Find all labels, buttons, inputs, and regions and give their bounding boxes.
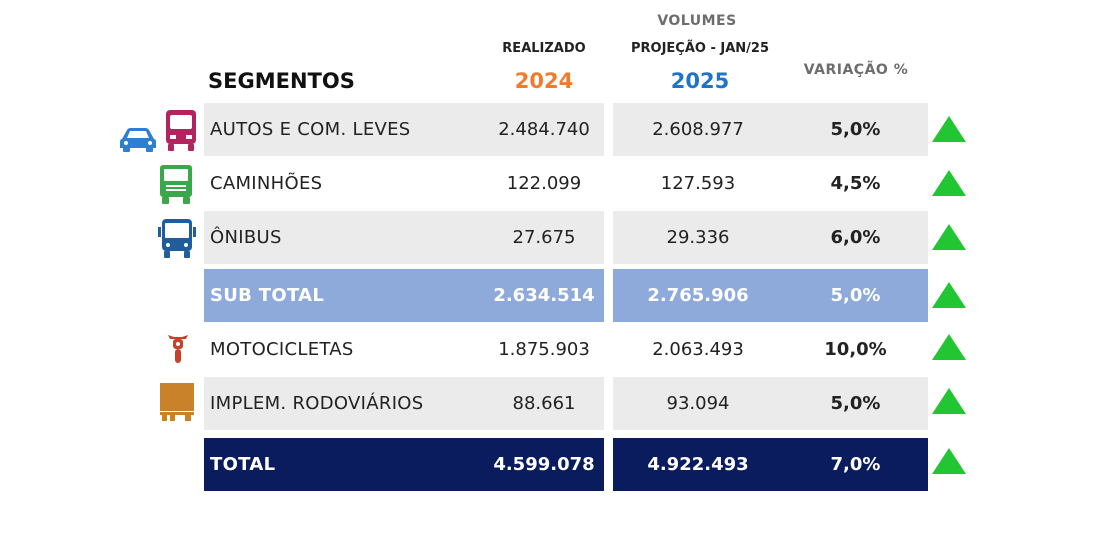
- arrow-up-icon: [932, 448, 966, 474]
- table-row-caminhoes: CAMINHÕES: [204, 157, 484, 210]
- table-row-subtotal: SUB TOTAL: [204, 269, 604, 322]
- value-2024: 2.634.514: [493, 285, 595, 306]
- row-2025-bg: [613, 377, 928, 430]
- arrow-up-icon: [932, 388, 966, 414]
- variation-value: 5,0%: [830, 285, 881, 306]
- segment-label: MOTOCICLETAS: [210, 339, 354, 360]
- value-2025: 4.922.493: [647, 454, 749, 475]
- variation-value: 5,0%: [830, 393, 881, 414]
- table-row-motocicletas: MOTOCICLETAS: [204, 323, 484, 376]
- table-row-implementos: IMPLEM. RODOVIÁRIOS: [204, 377, 604, 430]
- variation-value: 7,0%: [830, 454, 881, 475]
- segment-label: CAMINHÕES: [210, 173, 323, 194]
- van-icon: [166, 110, 196, 151]
- variation-value: 6,0%: [830, 227, 881, 248]
- motorcycle-icon: [168, 335, 188, 363]
- variation-value: 10,0%: [824, 339, 887, 360]
- volumes-header: VOLUMES: [657, 13, 737, 29]
- row-2025-bg: [613, 103, 928, 156]
- variation-value: 5,0%: [830, 119, 881, 140]
- variation-value: 4,5%: [830, 173, 881, 194]
- projecao-header: PROJEÇÃO - JAN/25: [630, 41, 770, 56]
- value-2025: 127.593: [660, 173, 736, 194]
- segmentos-header: SEGMENTOS: [208, 69, 355, 93]
- value-2025: 2.608.977: [652, 119, 744, 140]
- table-row-total: TOTAL: [204, 438, 604, 491]
- value-2024: 1.875.903: [498, 339, 590, 360]
- car-icon: [120, 128, 156, 152]
- arrow-up-icon: [932, 334, 966, 360]
- segment-label: ÔNIBUS: [210, 227, 282, 248]
- trailer-icon: [160, 383, 194, 421]
- value-2024: 2.484.740: [498, 119, 590, 140]
- value-2024: 122.099: [506, 173, 582, 194]
- row-2025-bg: [613, 211, 928, 264]
- truck-icon: [160, 165, 192, 204]
- arrow-up-icon: [932, 282, 966, 308]
- arrow-up-icon: [932, 224, 966, 250]
- value-2024: 88.661: [512, 393, 576, 414]
- value-2025: 29.336: [666, 227, 730, 248]
- year-2024-header: 2024: [514, 69, 574, 93]
- value-2024: 4.599.078: [493, 454, 595, 475]
- value-2025: 93.094: [666, 393, 730, 414]
- segment-label: AUTOS E COM. LEVES: [210, 119, 411, 140]
- year-2025-header: 2025: [670, 69, 730, 93]
- row-2025-bg: [613, 269, 928, 322]
- arrow-up-icon: [932, 116, 966, 142]
- segment-label: SUB TOTAL: [210, 285, 325, 306]
- arrow-up-icon: [932, 170, 966, 196]
- segment-label: TOTAL: [210, 454, 276, 475]
- table-row-onibus: ÔNIBUS: [204, 211, 604, 264]
- value-2024: 27.675: [512, 227, 576, 248]
- value-2025: 2.063.493: [652, 339, 744, 360]
- segment-label: IMPLEM. RODOVIÁRIOS: [210, 393, 424, 414]
- value-2025: 2.765.906: [647, 285, 749, 306]
- variacao-header: VARIAÇÃO %: [803, 62, 909, 78]
- table-row-autos: AUTOS E COM. LEVES: [204, 103, 604, 156]
- bus-icon: [158, 219, 196, 258]
- realizado-header: REALIZADO: [502, 41, 586, 56]
- row-2025-bg: [613, 438, 928, 491]
